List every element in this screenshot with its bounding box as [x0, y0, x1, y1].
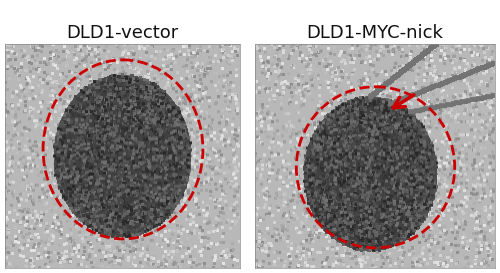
Title: DLD1-MYC-nick: DLD1-MYC-nick: [306, 24, 444, 42]
Title: DLD1-vector: DLD1-vector: [66, 24, 178, 42]
